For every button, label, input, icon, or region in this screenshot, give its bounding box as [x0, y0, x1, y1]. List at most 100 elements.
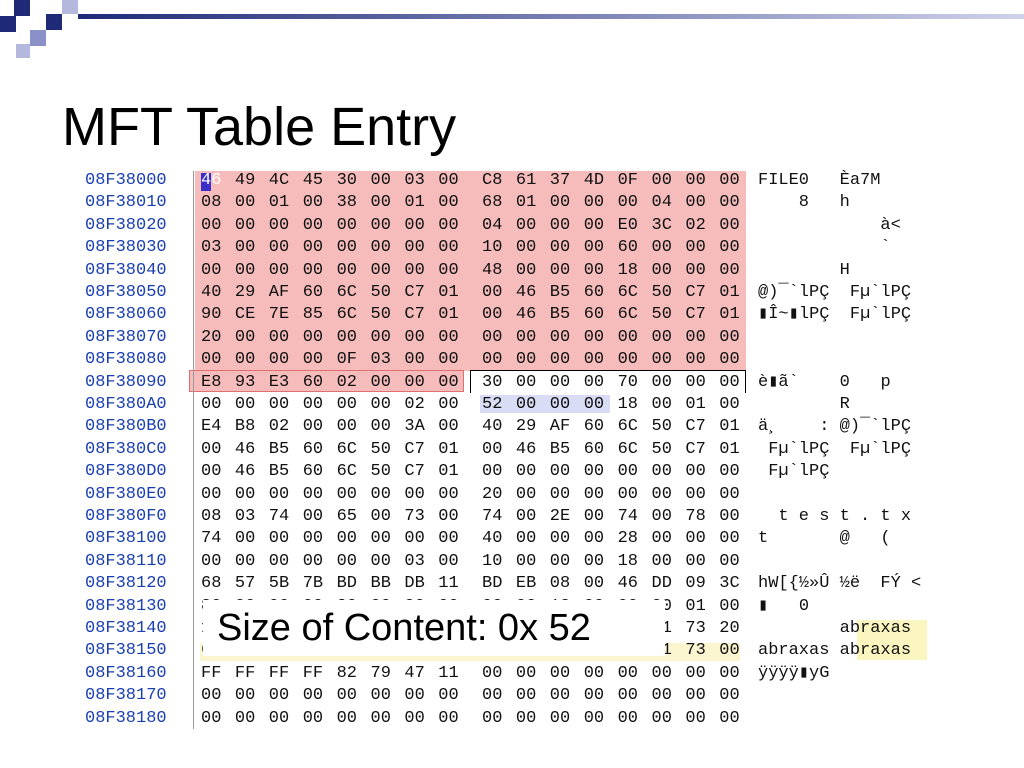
hex-byte: 46 [515, 439, 537, 459]
hex-byte: 00 [336, 484, 357, 504]
hex-byte: 00 [719, 238, 740, 258]
hex-byte: 68 [201, 574, 222, 594]
row-address: 08F380A0 [85, 395, 167, 414]
hex-byte: 00 [651, 686, 672, 706]
hex-byte: 6C [336, 305, 357, 325]
hex-byte: 00 [201, 551, 222, 571]
hex-byte: 00 [234, 708, 256, 728]
hex-byte: 00 [234, 529, 256, 549]
hex-byte: 00 [234, 484, 256, 504]
hex-byte: 00 [370, 238, 391, 258]
row-address: 08F38010 [85, 193, 167, 213]
hex-byte: 29 [234, 283, 256, 302]
hex-byte: 30 [482, 372, 503, 392]
hex-byte: 00 [438, 708, 459, 728]
hex-byte: 00 [302, 193, 324, 213]
ascii-text: @)¯`lPÇ Fµ`lPÇ [758, 283, 912, 302]
hex-byte: 00 [719, 529, 740, 549]
hex-byte: 00 [617, 462, 638, 482]
ascii-text: ÿÿÿÿ▮yG [758, 663, 830, 683]
hex-byte: 46 [515, 283, 537, 302]
hex-byte: 08 [549, 574, 571, 594]
hex-byte: 00 [651, 395, 672, 414]
overlay-caption: Size of Content: 0x 52 [203, 600, 665, 656]
hex-byte: 00 [438, 350, 459, 370]
hex-byte: B5 [268, 439, 290, 459]
hex-byte: 00 [404, 529, 425, 549]
hex-byte: 46 [201, 171, 222, 190]
hex-byte: 00 [482, 327, 503, 347]
hex-byte: C7 [685, 439, 706, 459]
hex-byte: 00 [438, 551, 459, 571]
hex-byte: E4 [201, 417, 222, 437]
row-address: 08F380C0 [85, 439, 167, 459]
row-address: 08F38130 [85, 596, 167, 616]
hex-byte: 00 [515, 372, 537, 392]
hex-byte: 00 [370, 529, 391, 549]
hex-byte: 00 [549, 462, 571, 482]
hex-byte: 00 [685, 462, 706, 482]
hex-byte: 20 [719, 619, 740, 638]
header-rule [78, 14, 1024, 19]
hex-byte: 01 [515, 193, 537, 213]
hex-byte: 00 [583, 193, 605, 213]
hex-byte: 00 [617, 327, 638, 347]
hex-byte: 00 [549, 663, 571, 683]
hex-byte: C7 [404, 283, 425, 302]
hex-byte: 00 [651, 663, 672, 683]
hex-byte: 00 [370, 686, 391, 706]
hex-byte: 73 [685, 619, 706, 638]
hex-byte: 50 [370, 439, 391, 459]
hex-byte: 00 [651, 529, 672, 549]
hex-byte: 00 [302, 417, 324, 437]
hex-byte: 00 [482, 439, 503, 459]
hex-byte: 00 [268, 327, 290, 347]
hex-byte: 60 [302, 439, 324, 459]
hex-byte: 74 [617, 507, 638, 526]
hex-byte: 00 [482, 305, 503, 325]
hex-byte: 00 [482, 350, 503, 370]
hex-byte: 00 [719, 350, 740, 370]
hex-byte: 00 [583, 238, 605, 258]
hex-byte: 78 [685, 507, 706, 526]
hex-byte: 82 [336, 663, 357, 683]
hex-byte: 50 [370, 283, 391, 302]
hex-byte: 50 [651, 439, 672, 459]
hex-byte: 60 [583, 305, 605, 325]
hex-byte: 00 [438, 484, 459, 504]
ascii-text: abraxas [758, 619, 912, 638]
hex-byte: 01 [719, 439, 740, 459]
hex-byte: 4D [583, 171, 605, 190]
hex-byte: 20 [201, 327, 222, 347]
ascii-text: ▮Î~▮lPÇ Fµ`lPÇ [758, 305, 912, 325]
ascii-text: 8 h [758, 193, 850, 213]
hex-byte: 01 [719, 417, 740, 437]
row-address: 08F38090 [85, 372, 167, 392]
highlight-row [189, 370, 464, 392]
hex-byte: 68 [482, 193, 503, 213]
hex-byte: 00 [515, 663, 537, 683]
hex-byte: B5 [549, 305, 571, 325]
hex-byte: 00 [336, 417, 357, 437]
hex-byte: 38 [336, 193, 357, 213]
hex-byte: 00 [549, 551, 571, 571]
hex-byte: C7 [685, 305, 706, 325]
hex-byte: 00 [515, 686, 537, 706]
hex-byte: 00 [336, 708, 357, 728]
hex-byte: 00 [370, 417, 391, 437]
ascii-text: ▮ 0 [758, 596, 810, 616]
hex-byte: 00 [549, 350, 571, 370]
hex-byte: 00 [201, 484, 222, 504]
row-address: 08F38050 [85, 283, 167, 302]
hex-byte: 00 [201, 260, 222, 280]
hex-byte: 00 [685, 708, 706, 728]
hex-byte: BD [482, 574, 503, 594]
hex-byte: 00 [370, 395, 391, 414]
hex-byte: EB [515, 574, 537, 594]
hex-byte: 00 [336, 686, 357, 706]
hex-byte: 00 [482, 686, 503, 706]
hex-byte: 00 [234, 215, 256, 235]
hex-byte: 00 [336, 551, 357, 571]
hex-byte: 00 [370, 372, 391, 392]
